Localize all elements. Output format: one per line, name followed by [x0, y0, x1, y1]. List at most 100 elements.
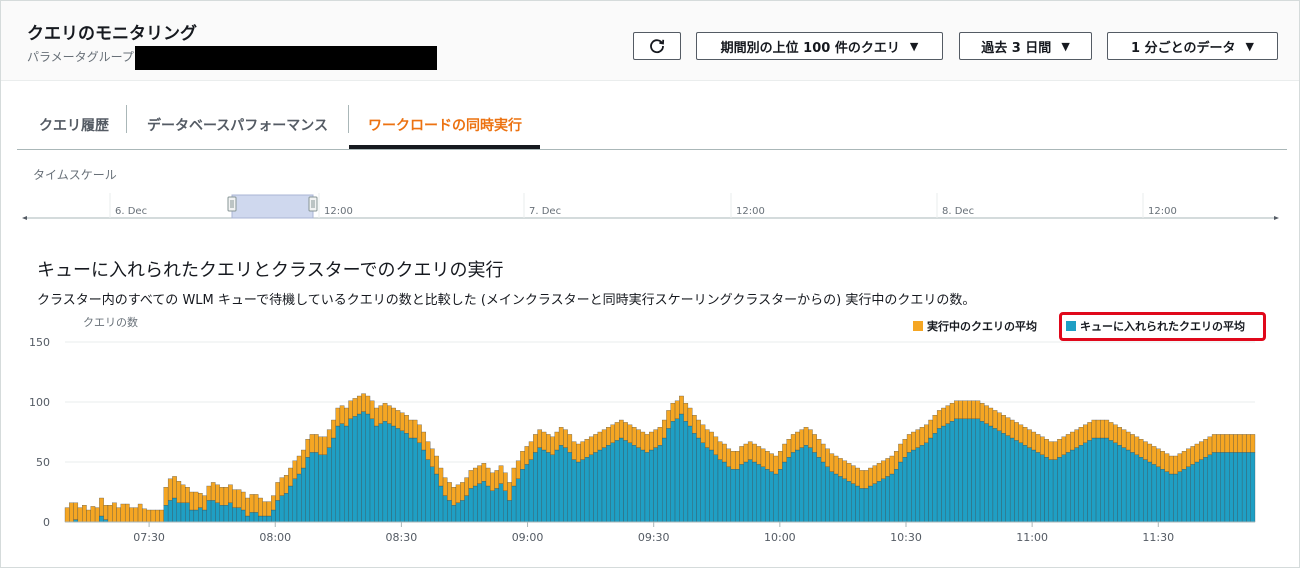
time-navigator[interactable]: 6. Dec 12:00 7. Dec 12:00 8. Dec 12:00 [0, 0, 1300, 240]
bar-queued [803, 445, 809, 523]
bar-running [769, 453, 774, 472]
top-queries-dropdown[interactable]: 期間別の上位 100 件のクエリ ▼ [696, 32, 943, 60]
bar-queued [1164, 471, 1170, 523]
bar-queued [760, 466, 766, 523]
bar-queued [382, 421, 388, 523]
bar-queued [1121, 447, 1127, 523]
bar-running [430, 448, 435, 467]
tab-query-history[interactable]: クエリ履歴 [39, 100, 109, 149]
bar-queued [631, 445, 637, 523]
bar-queued [954, 418, 959, 523]
bar-queued [855, 485, 860, 523]
bar-queued [911, 449, 916, 523]
bar-running [1168, 455, 1174, 475]
refresh-button[interactable] [633, 32, 681, 60]
bar-queued [369, 418, 375, 523]
bar-running [962, 400, 968, 419]
bar-queued [1100, 437, 1105, 523]
bar-running [773, 455, 779, 475]
bar-running [1246, 434, 1251, 453]
bar-running [73, 502, 79, 520]
bar-running [881, 460, 886, 479]
bar-queued [352, 416, 358, 523]
bar-running [142, 508, 147, 523]
bar-queued [893, 469, 899, 523]
navigator-tick-label: 7. Dec [529, 206, 561, 217]
bar-running [1035, 434, 1041, 453]
bar-running [1125, 431, 1131, 451]
bar-queued [1199, 459, 1204, 523]
bar-queued [210, 500, 216, 523]
bar-queued [936, 428, 942, 523]
bar-queued [245, 515, 250, 523]
bar-queued [490, 490, 495, 523]
tab-workload-concurrency[interactable]: ワークロードの同時実行 [368, 100, 522, 149]
bar-running [228, 484, 233, 503]
bar-queued [997, 430, 1002, 523]
bar-queued [1065, 452, 1071, 523]
bar-queued [881, 478, 886, 523]
bar-queued [1061, 454, 1067, 523]
bar-queued [735, 469, 740, 523]
bar-queued [425, 459, 431, 523]
bar-queued [198, 507, 203, 523]
bar-queued [777, 469, 783, 523]
bar-queued [769, 471, 774, 523]
bar-running [696, 419, 701, 439]
bar-running [399, 412, 405, 431]
tab-database-performance[interactable]: データベースパフォーマンス [147, 100, 328, 149]
bar-queued [1147, 461, 1153, 523]
bar-queued [279, 495, 285, 523]
bar-queued [808, 447, 813, 523]
bar-queued [812, 452, 817, 523]
bar-running [571, 441, 577, 460]
bar-queued [1130, 452, 1135, 523]
bar-queued [1052, 459, 1058, 523]
bar-queued [1216, 452, 1221, 523]
bar-running [554, 431, 560, 451]
bar-running [1216, 434, 1221, 453]
granularity-dropdown[interactable]: 1 分ごとのデータ ▼ [1107, 32, 1278, 60]
bar-queued [1009, 437, 1015, 523]
bar-running [309, 434, 315, 453]
panel-header: クエリのモニタリング パラメータグループ: 期間別の上位 100 件のクエリ ▼… [1, 1, 1299, 81]
bar-queued [782, 461, 787, 523]
bar-running [666, 410, 671, 429]
bar-running [318, 436, 323, 455]
bar-running [1065, 434, 1071, 453]
bar-running [189, 491, 195, 511]
bar-running [245, 497, 250, 517]
bar-running [674, 400, 680, 419]
bar-running [820, 443, 826, 463]
bar-running [361, 393, 366, 412]
bar-queued [387, 423, 392, 523]
tab-divider [126, 105, 127, 133]
bar-running [752, 443, 757, 463]
bar-queued [640, 449, 646, 523]
bar-running [339, 405, 345, 424]
bar-running [661, 419, 667, 439]
bar-running [692, 415, 697, 434]
bar-running [812, 434, 817, 453]
chart-description: クラスター内のすべての WLM キューで待機しているクエリの数と比較した (メイ… [37, 293, 976, 308]
bar-running [563, 429, 568, 448]
x-tick-label: 09:00 [512, 531, 544, 544]
bar-running [116, 507, 121, 523]
bar-running [271, 495, 276, 511]
bar-queued [1237, 452, 1243, 523]
highlight-box [1059, 312, 1266, 341]
period-dropdown[interactable]: 過去 3 日間 ▼ [959, 32, 1092, 60]
x-tick-label: 10:30 [890, 531, 922, 544]
bar-queued [193, 509, 199, 523]
legend-label-running: 実行中のクエリの平均 [927, 319, 1037, 333]
bar-running [533, 434, 538, 453]
bar-running [954, 400, 959, 419]
bar-running [1237, 434, 1243, 453]
bar-queued [661, 437, 667, 523]
bar-running [146, 509, 152, 523]
bar-running [167, 478, 173, 501]
bar-running [103, 505, 109, 520]
bar-running [885, 458, 890, 477]
bar-queued [167, 500, 173, 523]
x-tick-label: 08:00 [259, 531, 291, 544]
